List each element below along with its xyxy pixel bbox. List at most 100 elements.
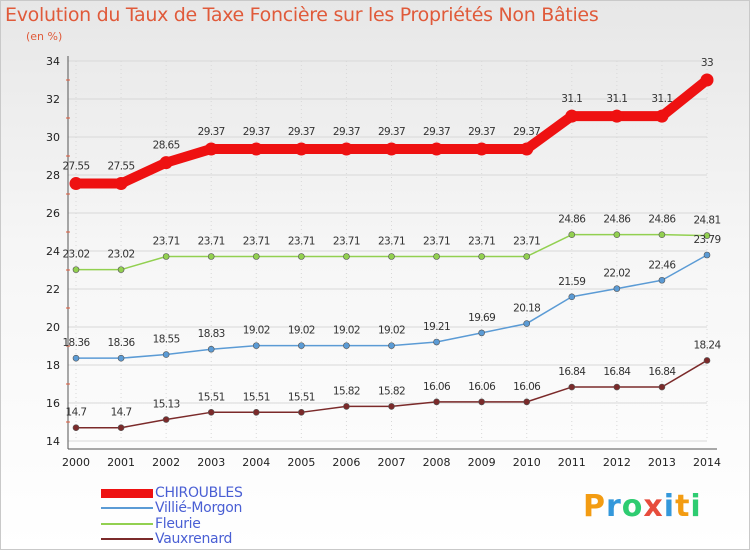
data-label: 29.37 [243, 126, 270, 138]
data-point-fleurie [162, 253, 170, 260]
data-point-chiroubles [700, 73, 714, 87]
data-point-fleurie [298, 253, 305, 260]
data-point-fleurie [388, 253, 395, 260]
y-tick-label: 30 [46, 131, 60, 144]
data-label: 16.84 [648, 366, 676, 378]
data-label: 31.1 [561, 93, 582, 105]
data-label: 23.71 [378, 236, 405, 248]
data-label: 23.71 [153, 236, 180, 248]
data-point-vauxrenard [252, 409, 260, 416]
data-point-chiroubles [204, 142, 218, 156]
x-tick-label: 2012 [603, 456, 631, 469]
data-point-chiroubles [159, 156, 173, 170]
y-tick-label: 18 [46, 359, 60, 372]
data-point-chiroubles [475, 142, 489, 156]
x-tick-label: 2007 [378, 456, 406, 469]
legend-swatch [101, 507, 153, 509]
data-label: 15.82 [333, 385, 360, 397]
y-tick-label: 24 [46, 245, 60, 258]
data-label: 29.37 [423, 126, 450, 138]
data-point-fleurie [613, 231, 621, 238]
data-point-fleurie [658, 231, 666, 238]
data-label: 15.51 [288, 391, 315, 403]
data-point-fleurie [568, 231, 576, 238]
data-point-vauxrenard [433, 398, 440, 406]
data-label: 16.06 [513, 381, 541, 393]
data-label: 19.02 [288, 325, 315, 337]
data-label: 29.37 [468, 126, 495, 138]
data-label: 29.37 [333, 126, 360, 138]
data-label: 28.65 [153, 140, 180, 152]
data-label: 24.81 [693, 215, 720, 227]
data-label: 16.84 [558, 366, 586, 378]
data-point-vauxrenard [298, 409, 305, 416]
data-label: 23.02 [108, 249, 135, 261]
data-point-villié-morgon [388, 342, 395, 349]
data-label: 22.02 [603, 268, 630, 280]
data-point-fleurie [523, 253, 531, 260]
data-point-chiroubles [520, 142, 534, 156]
proxiti-logo: Proxiti [583, 489, 702, 524]
data-label: 27.55 [108, 161, 135, 173]
data-label: 29.37 [513, 126, 540, 138]
data-label: 18.83 [198, 328, 225, 340]
x-tick-label: 2008 [423, 456, 451, 469]
data-label: 15.13 [153, 399, 180, 411]
y-tick-label: 34 [46, 55, 60, 68]
data-point-vauxrenard [162, 416, 170, 423]
y-tick-label: 28 [46, 169, 60, 182]
legend-item-chiroubles: CHIROUBLES [101, 485, 243, 501]
data-label: 23.71 [288, 236, 315, 248]
x-tick-label: 2013 [648, 456, 676, 469]
data-point-chiroubles [655, 109, 669, 123]
data-label: 18.36 [108, 337, 136, 349]
data-point-villié-morgon [298, 342, 305, 349]
data-point-villié-morgon [568, 293, 576, 301]
data-point-vauxrenard [343, 403, 350, 410]
data-label: 16.06 [423, 381, 451, 393]
data-point-villié-morgon [433, 338, 440, 346]
legend-swatch [101, 538, 153, 540]
data-label: 14.7 [111, 407, 132, 419]
x-tick-label: 2006 [332, 456, 360, 469]
logo-letter: i [690, 489, 702, 524]
data-label: 24.86 [603, 214, 631, 226]
y-tick-label: 20 [46, 321, 60, 334]
logo-letter: P [583, 489, 606, 524]
legend-label: CHIROUBLES [155, 485, 243, 501]
data-label: 27.55 [62, 161, 89, 173]
data-point-villié-morgon [523, 320, 531, 327]
data-label: 18.55 [153, 334, 180, 346]
data-point-chiroubles [610, 109, 624, 123]
y-tick-label: 32 [46, 93, 60, 106]
data-label: 29.37 [378, 126, 405, 138]
data-point-fleurie [252, 253, 260, 260]
data-label: 23.71 [513, 236, 540, 248]
data-point-villié-morgon [703, 251, 711, 259]
data-label: 23.02 [62, 249, 89, 261]
data-point-vauxrenard [388, 403, 395, 410]
data-point-chiroubles [385, 142, 398, 156]
data-label: 29.37 [288, 126, 315, 138]
data-label: 20.18 [513, 303, 540, 315]
data-point-vauxrenard [478, 398, 485, 406]
data-point-vauxrenard [568, 383, 576, 391]
data-point-fleurie [433, 253, 440, 260]
chart-title: Evolution du Taux de Taxe Foncière sur l… [5, 4, 599, 26]
data-point-chiroubles [69, 177, 83, 191]
data-label: 31.1 [651, 93, 672, 105]
data-point-villié-morgon [162, 351, 170, 358]
data-label: 23.71 [423, 236, 450, 248]
data-point-vauxrenard [523, 398, 531, 406]
data-point-fleurie [703, 232, 711, 239]
data-point-villié-morgon [478, 329, 485, 337]
logo-letter: i [663, 489, 676, 524]
data-point-vauxrenard [72, 424, 80, 432]
y-axis-unit: (en %) [26, 30, 63, 43]
data-label: 33 [701, 57, 713, 69]
data-label: 18.36 [62, 337, 90, 349]
data-label: 15.51 [243, 391, 270, 403]
data-point-chiroubles [249, 142, 263, 156]
legend-item-fleurie: Fleurie [101, 516, 201, 532]
x-tick-label: 2010 [513, 456, 541, 469]
